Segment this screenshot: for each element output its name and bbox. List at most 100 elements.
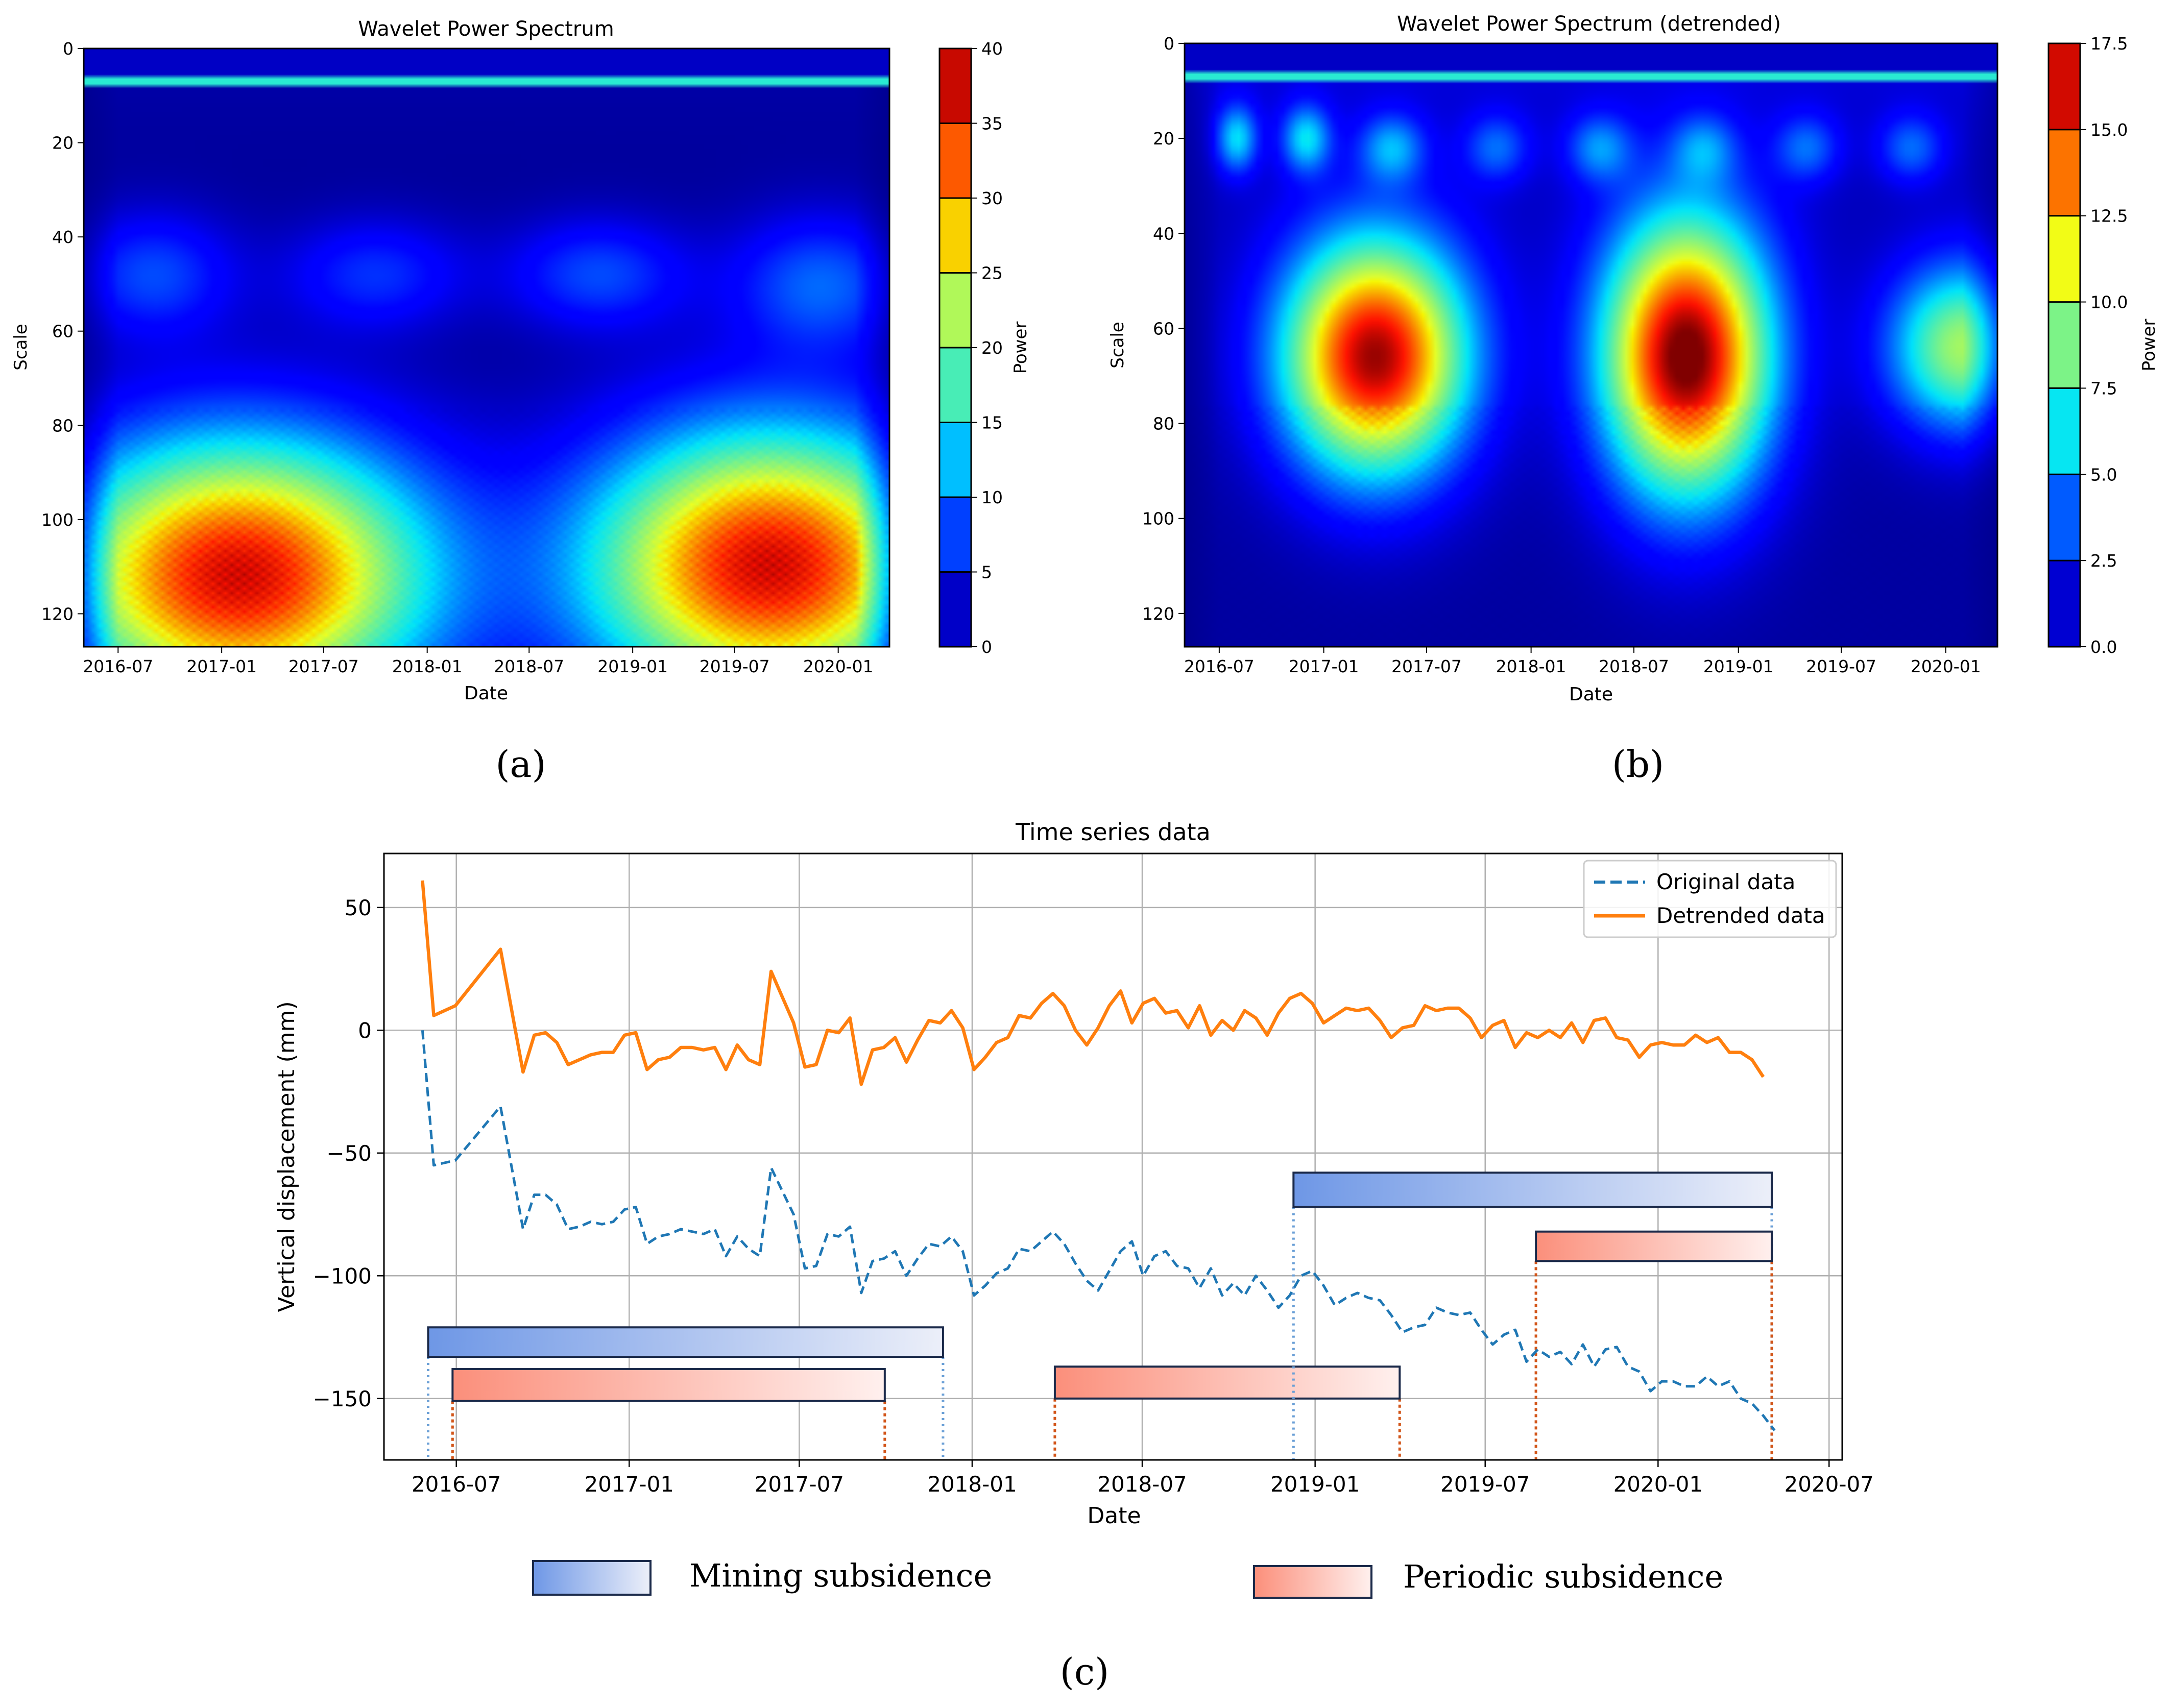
y-tick-label: 20 [52,133,74,153]
colorbar-tick-label: 30 [981,188,1003,208]
colorbar-band [939,422,971,497]
x-tick-label: 2018-07 [494,656,564,676]
mining-subsidence-bar [427,1326,944,1358]
chart-a-ylabel: Scale [11,324,31,370]
x-tick-label: 2019-01 [597,656,668,676]
mining-subsidence-swatch [532,1560,652,1596]
colorbar-band [939,348,971,423]
colorbar-tick-label: 20 [981,338,1003,358]
colorbar-a-label: Power [1010,322,1031,374]
panel-label-a: (a) [495,743,546,786]
colorbar-b-label: Power [2139,319,2159,372]
colorbar-band [939,48,971,124]
legend-original-label: Original data [1656,869,1795,894]
y-tick-label: 0 [358,1018,372,1043]
colorbar-band [2048,388,2080,475]
colorbar-tick-label: 25 [981,263,1003,283]
colorbar-band [939,273,971,348]
colorbar-tick-label: 40 [981,39,1003,59]
chart-c-ylabel: Vertical displacement (mm) [274,1001,300,1312]
x-tick-label: 2018-07 [1097,1472,1187,1497]
y-tick-label: 120 [1142,604,1174,624]
chart-c-annotations [426,1172,1773,1460]
x-tick-label: 2018-07 [1599,656,1669,676]
y-tick-label: 60 [52,322,74,341]
colorbar-a: 0 5 10 15 20 25 30 35 40 [938,39,1003,657]
colorbar-tick-label: 10.0 [2090,292,2128,312]
mining-subsidence-label: Mining subsidence [689,1557,992,1594]
y-tick-label: −100 [313,1263,372,1288]
y-tick-label: −50 [326,1141,372,1166]
colorbar-band [2048,302,2080,388]
x-tick-label: 2020-01 [1911,656,1981,676]
detrended-data-line [421,880,1765,1086]
colorbar-tick-label: 5.0 [2090,465,2117,484]
periodic-subsidence-bar [1053,1365,1401,1400]
colorbar-band [2048,215,2080,302]
colorbar-tick-label: 17.5 [2090,34,2128,54]
colorbar-tick-label: 2.5 [2090,551,2117,571]
heatmap-a-image [84,48,889,647]
original-data-line [421,1030,1776,1431]
heatmap-b-image [1185,43,1997,647]
panel-b: Wavelet Power Spectrum (detrended) 2016-… [1107,12,2159,786]
legend-box [1583,860,1837,938]
y-tick-label: 0 [63,39,74,59]
colorbar-band [2048,560,2080,647]
y-tick-label: 0 [1164,34,1174,54]
chart-c-grid [384,853,1842,1460]
chart-b-xlabel: Date [1569,684,1613,705]
chart-c-title: Time series data [1015,818,1211,846]
y-tick-label: 40 [1153,224,1174,243]
x-tick-label: 2020-01 [803,656,874,676]
y-tick-label: 100 [1142,509,1174,529]
chart-a-xlabel: Date [464,683,508,704]
panel-a: Wavelet Power Spectrum 2016-07 2017-01 201… [11,17,1031,786]
colorbar-band [939,198,971,273]
chart-c-xlabel: Date [1087,1503,1141,1529]
heatmap-b-axes: 2016-07 2017-01 2017-07 2018-01 2018-07 2019-… [1142,34,1981,676]
periodic-subsidence-bar [451,1368,886,1402]
colorbar-tick-label: 5 [981,563,992,582]
x-tick-label: 2017-01 [186,656,257,676]
x-tick-label: 2017-01 [585,1472,674,1497]
heatmap-a-frame [83,47,890,648]
colorbar-tick-label: 0.0 [2090,637,2117,657]
colorbar-band [939,572,971,647]
periodic-subsidence-swatch [1253,1565,1372,1599]
chart-b-ylabel: Scale [1107,322,1128,368]
colorbar-tick-label: 15.0 [2090,120,2128,140]
y-tick-label: 120 [41,604,74,624]
colorbar-band [2048,43,2080,130]
colorbar-tick-label: 35 [981,114,1003,134]
colorbar-frame [2047,42,2081,648]
x-tick-label: 2017-07 [755,1472,845,1497]
chart-a-title: Wavelet Power Spectrum [358,17,614,41]
chart-c-series [421,880,1776,1431]
colorbar-b: 0.0 2.5 5.0 7.5 10.0 12.5 15.0 17.5 [2047,34,2128,657]
x-tick-label: 2019-01 [1270,1472,1360,1497]
y-tick-label: −150 [313,1386,372,1411]
colorbar-tick-label: 7.5 [2090,378,2117,398]
x-tick-label: 2016-07 [83,656,153,676]
x-tick-label: 2019-07 [1806,656,1876,676]
x-tick-label: 2016-07 [412,1472,501,1497]
colorbar-tick-label: 0 [981,637,992,657]
panel-label-c: (c) [1060,1650,1110,1693]
x-tick-label: 2018-01 [927,1472,1017,1497]
chart-c-legend: Original data Detrended data [1583,860,1837,938]
x-tick-label: 2020-01 [1613,1472,1703,1497]
chart-c-ticks: 2016-07 2017-01 2017-07 2018-01 2018-07 2019-… [313,895,1874,1497]
y-tick-label: 80 [52,416,74,435]
x-tick-label: 2016-07 [1184,656,1255,676]
y-tick-label: 80 [1153,414,1174,434]
colorbar-band [2048,474,2080,561]
x-tick-label: 2017-01 [1289,656,1359,676]
y-tick-label: 60 [1153,319,1174,338]
periodic-subsidence-bar [1535,1230,1773,1262]
x-tick-label: 2017-07 [1391,656,1462,676]
heatmap-b-frame [1184,42,1998,648]
colorbar-band [939,123,971,198]
chart-c-frame [383,852,1843,1461]
